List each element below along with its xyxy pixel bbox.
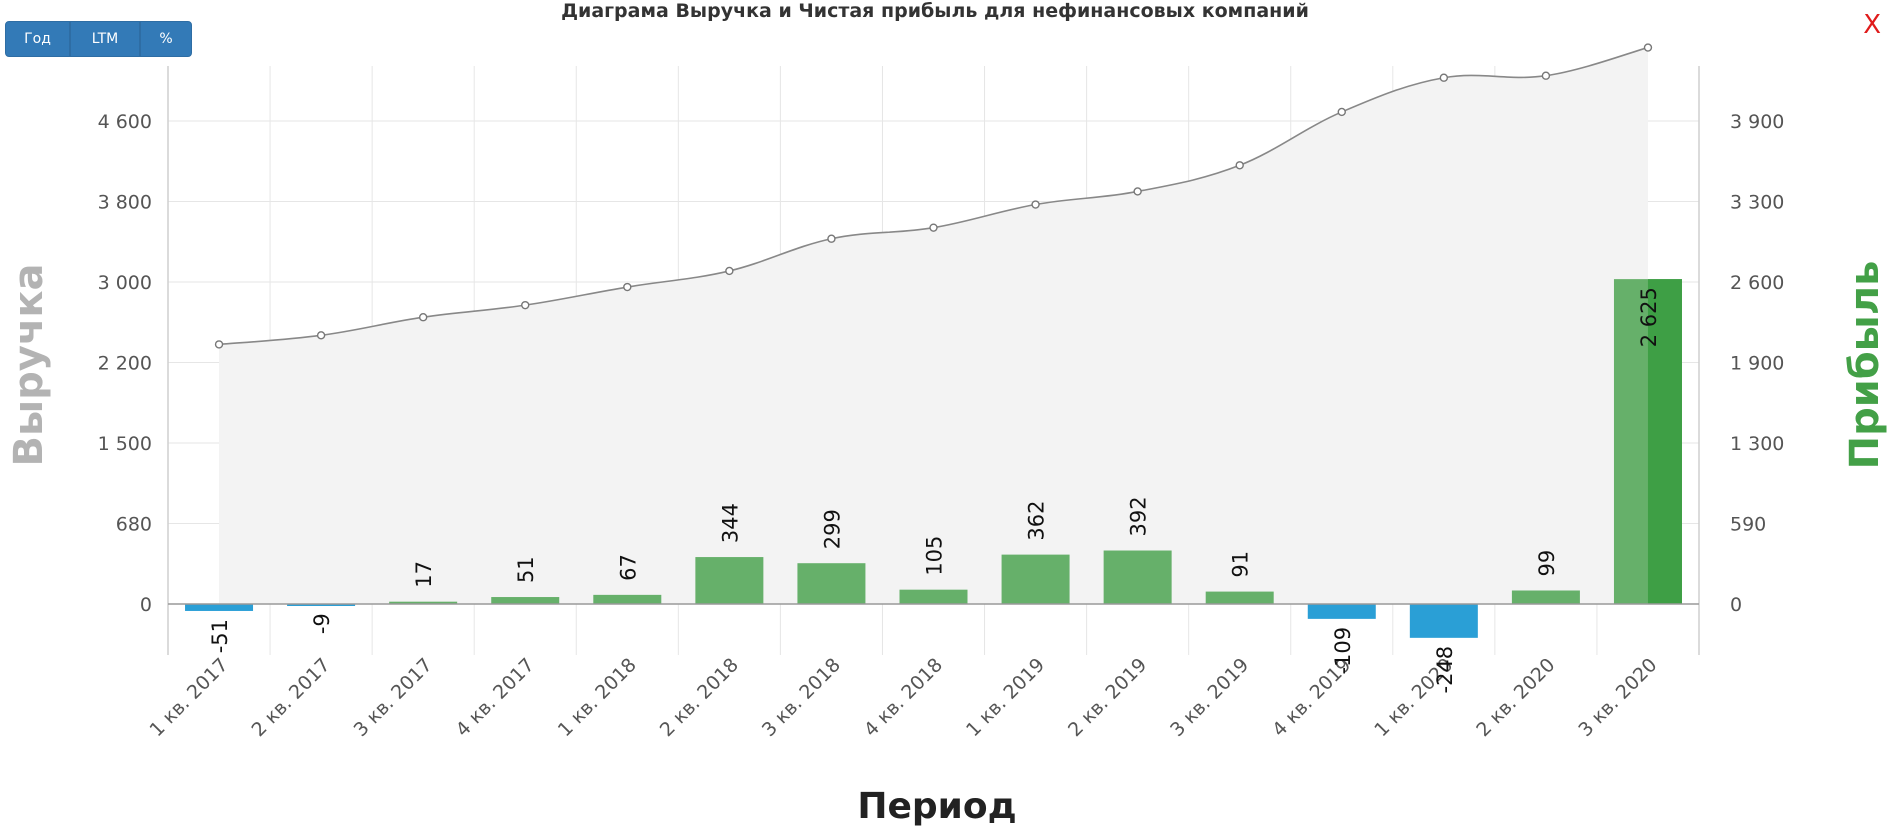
revenue-point <box>1643 43 1653 52</box>
y-axis-right-title: Прибыль <box>1842 261 1888 470</box>
revenue-point <box>418 313 428 322</box>
x-tick-label: 2 кв. 2018 <box>656 654 743 741</box>
x-tick-label: 2 кв. 2020 <box>1472 654 1559 741</box>
profit-bar[interactable] <box>695 557 764 604</box>
y-axis-left-title: Выручка <box>6 264 52 467</box>
profit-bar[interactable] <box>797 563 866 604</box>
left-tick-label: 4 600 <box>98 111 152 133</box>
profit-bar-highlight <box>1647 279 1682 604</box>
revenue-point <box>316 331 326 340</box>
right-tick-label: 1 900 <box>1730 353 1784 375</box>
bar-data-label: 392 <box>1127 496 1151 536</box>
x-tick-label: 1 кв. 2019 <box>962 654 1049 741</box>
profit-bar[interactable] <box>1001 554 1070 604</box>
profit-bar[interactable] <box>1205 591 1274 604</box>
right-tick-label: 3 300 <box>1730 192 1784 214</box>
revenue-point <box>521 300 530 310</box>
bar-data-label: 99 <box>1535 550 1559 577</box>
revenue-point <box>827 234 836 243</box>
percent-button[interactable]: % <box>140 21 192 57</box>
revenue-point <box>1439 73 1449 82</box>
revenue-area <box>219 47 1648 604</box>
right-tick-label: 2 600 <box>1730 272 1784 294</box>
bar-data-label: -51 <box>208 619 232 653</box>
profit-bar[interactable] <box>1511 590 1580 604</box>
left-tick-label: 2 200 <box>98 353 152 375</box>
profit-bar[interactable] <box>287 604 356 606</box>
right-tick-label: 590 <box>1730 514 1766 536</box>
revenue-points <box>214 43 1653 349</box>
bar-data-label: 362 <box>1025 501 1049 541</box>
bar-data-label: 67 <box>616 554 640 581</box>
x-tick-label: 1 кв. 2018 <box>554 654 641 741</box>
revenue-point <box>929 223 938 232</box>
profit-bar[interactable] <box>899 589 968 604</box>
left-tick-label: 0 <box>140 594 152 616</box>
bar-data-label: -248 <box>1433 646 1457 694</box>
ltm-button[interactable]: LTM <box>70 21 140 57</box>
plot-frame <box>167 66 1700 655</box>
chart-title: Диаграма Выручка и Чистая прибыль для не… <box>561 0 1309 22</box>
x-tick-label: 4 кв. 2018 <box>860 654 947 741</box>
bar-data-label: 299 <box>820 509 844 549</box>
bar-data-label: -109 <box>1331 627 1355 675</box>
left-tick-label: 3 800 <box>98 192 152 214</box>
x-tick-label: 2 кв. 2017 <box>247 654 334 741</box>
x-tick-label: 3 кв. 2020 <box>1574 654 1661 741</box>
close-icon[interactable]: X <box>1863 10 1881 40</box>
profit-bar[interactable] <box>389 601 458 604</box>
revenue-point <box>1337 107 1346 117</box>
x-tick-label: 1 кв. 2017 <box>145 654 232 741</box>
revenue-point <box>623 282 632 292</box>
bar-data-label: 17 <box>412 561 436 588</box>
left-tick-label: 1 500 <box>98 433 152 455</box>
revenue-point <box>1031 200 1040 209</box>
x-tick-label: 3 кв. 2018 <box>758 654 845 741</box>
revenue-point <box>1541 71 1551 80</box>
bar-data-label: 344 <box>718 503 742 543</box>
right-tick-label: 1 300 <box>1730 433 1784 455</box>
profit-bar[interactable] <box>185 604 254 611</box>
bar-data-labels: -51 -9 17 51 67 344 299 105 362 392 91 -109 -248 99 2 … <box>208 287 1661 693</box>
profit-bar[interactable] <box>1307 604 1376 619</box>
profit-bar[interactable] <box>491 597 560 604</box>
left-axis-ticks: 0 680 1 500 2 200 3 000 3 800 4 600 <box>98 111 152 616</box>
revenue-point <box>214 340 224 349</box>
x-tick-label: 4 кв. 2017 <box>452 654 539 741</box>
right-tick-label: 0 <box>1730 594 1742 616</box>
profit-bars <box>185 279 1682 638</box>
revenue-point <box>1235 161 1244 170</box>
left-tick-label: 680 <box>116 514 152 536</box>
x-axis-title: Период <box>857 786 1016 827</box>
right-axis-ticks: 0 590 1 300 1 900 2 600 3 300 3 900 <box>1730 111 1784 616</box>
x-tick-label: 3 кв. 2017 <box>350 654 437 741</box>
profit-bar[interactable] <box>1103 550 1172 604</box>
x-tick-label: 2 кв. 2019 <box>1064 654 1151 741</box>
revenue-point <box>725 266 734 276</box>
x-tick-label: 3 кв. 2019 <box>1166 654 1253 741</box>
bar-data-label: 2 625 <box>1637 287 1661 347</box>
profit-bar[interactable] <box>1409 604 1478 638</box>
bar-data-label: 105 <box>923 536 947 576</box>
bar-data-label: 91 <box>1229 551 1253 578</box>
bar-data-label: -9 <box>310 613 334 634</box>
period-toggle-group: Год LTM % <box>5 21 192 57</box>
profit-bar[interactable] <box>593 594 662 604</box>
bar-data-label: 51 <box>514 556 538 583</box>
right-tick-label: 3 900 <box>1730 111 1784 133</box>
left-tick-label: 3 000 <box>98 272 152 294</box>
year-button[interactable]: Год <box>5 21 70 57</box>
revenue-point <box>1133 187 1142 196</box>
